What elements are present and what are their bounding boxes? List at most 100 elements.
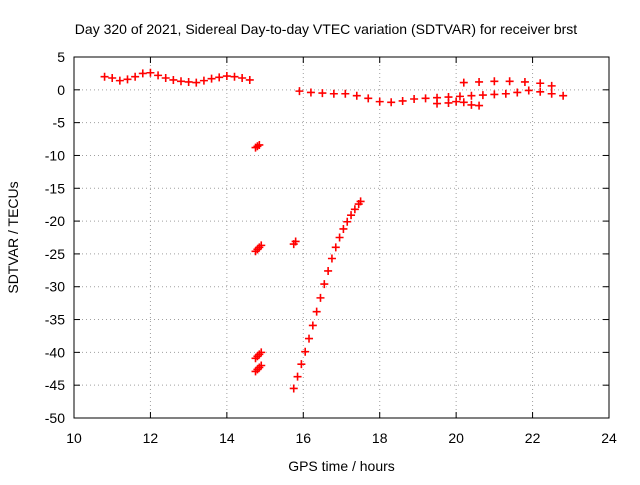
data-points [100,68,568,393]
data-point [257,361,266,370]
data-series [433,97,484,110]
data-point [320,280,329,289]
data-point [138,69,147,78]
data-point [343,217,352,226]
data-point [318,89,327,98]
data-point [255,140,264,149]
x-tick-label: 20 [448,430,464,446]
data-point [536,87,545,96]
data-point [478,91,487,100]
data-point [146,68,155,77]
data-point [245,75,254,84]
y-tick-label: -50 [45,410,65,426]
x-tick-label: 14 [219,430,235,446]
data-point [238,74,247,83]
data-point [356,197,365,206]
x-tick-label: 18 [372,430,388,446]
data-point [169,75,178,84]
data-point [352,91,361,100]
plot-border [73,56,610,419]
x-tick-label: 12 [143,430,159,446]
data-point [306,88,315,97]
data-point [459,78,468,87]
data-point [253,352,262,361]
data-point [475,77,484,86]
data-point [331,243,340,252]
data-point [475,101,484,110]
data-point [387,98,396,107]
data-point [255,363,264,372]
data-point [207,74,216,83]
data-point [444,98,453,107]
data-point [115,76,124,85]
y-tick-label: -40 [45,344,65,360]
grid [74,57,609,418]
data-series [251,361,266,376]
x-tick-label: 16 [295,430,311,446]
data-point [467,91,476,100]
data-point [459,98,468,107]
data-point [324,266,333,275]
data-point [154,71,163,80]
data-point [123,75,132,84]
chart-title: Day 320 of 2021, Sidereal Day-to-day VTE… [75,21,577,37]
data-point [230,72,239,81]
data-point [335,233,344,242]
data-point [251,354,260,363]
data-series [251,241,266,256]
data-point [347,211,356,220]
data-point [222,72,231,81]
y-tick-label: -30 [45,279,65,295]
data-point [513,88,522,97]
ticks: 10 12 14 16 18 20 22 24 5 0 -5 -10 -15 -20 -25 -30 -35 -4… [45,49,617,446]
y-tick-label: -10 [45,147,65,163]
data-point [421,94,430,103]
data-point [291,237,300,246]
data-point [501,89,510,98]
data-series [100,68,254,87]
data-point [301,347,310,356]
data-point [297,360,306,369]
data-point [161,74,170,83]
data-point [257,241,266,250]
data-point [547,81,556,90]
data-point [329,89,338,98]
data-point [536,79,545,88]
data-point [199,76,208,85]
data-point [108,74,117,83]
data-series [459,77,556,90]
data-point [341,89,350,98]
data-series [295,86,568,107]
y-tick-label: -25 [45,246,65,262]
y-tick-label: 5 [57,49,65,65]
data-point [308,321,317,330]
y-tick-label: -20 [45,213,65,229]
data-point [490,77,499,86]
data-point [131,72,140,81]
data-point [177,77,185,86]
data-point [410,95,419,104]
data-point [505,77,514,86]
data-point [100,72,109,81]
data-series [289,197,365,393]
data-point [184,77,193,86]
data-point [339,224,348,233]
data-point [452,97,461,106]
data-point [215,73,224,82]
x-tick-label: 24 [601,430,617,446]
data-point [524,86,533,95]
data-point [467,100,476,109]
y-tick-label: 0 [57,82,65,98]
data-point [253,365,262,374]
data-point [192,78,201,87]
data-point [295,87,304,96]
data-point [350,205,359,214]
x-tick-label: 22 [525,430,541,446]
data-point [520,77,529,86]
data-series [251,348,266,363]
data-point [312,307,321,316]
data-point [547,89,556,98]
data-point [257,348,266,357]
